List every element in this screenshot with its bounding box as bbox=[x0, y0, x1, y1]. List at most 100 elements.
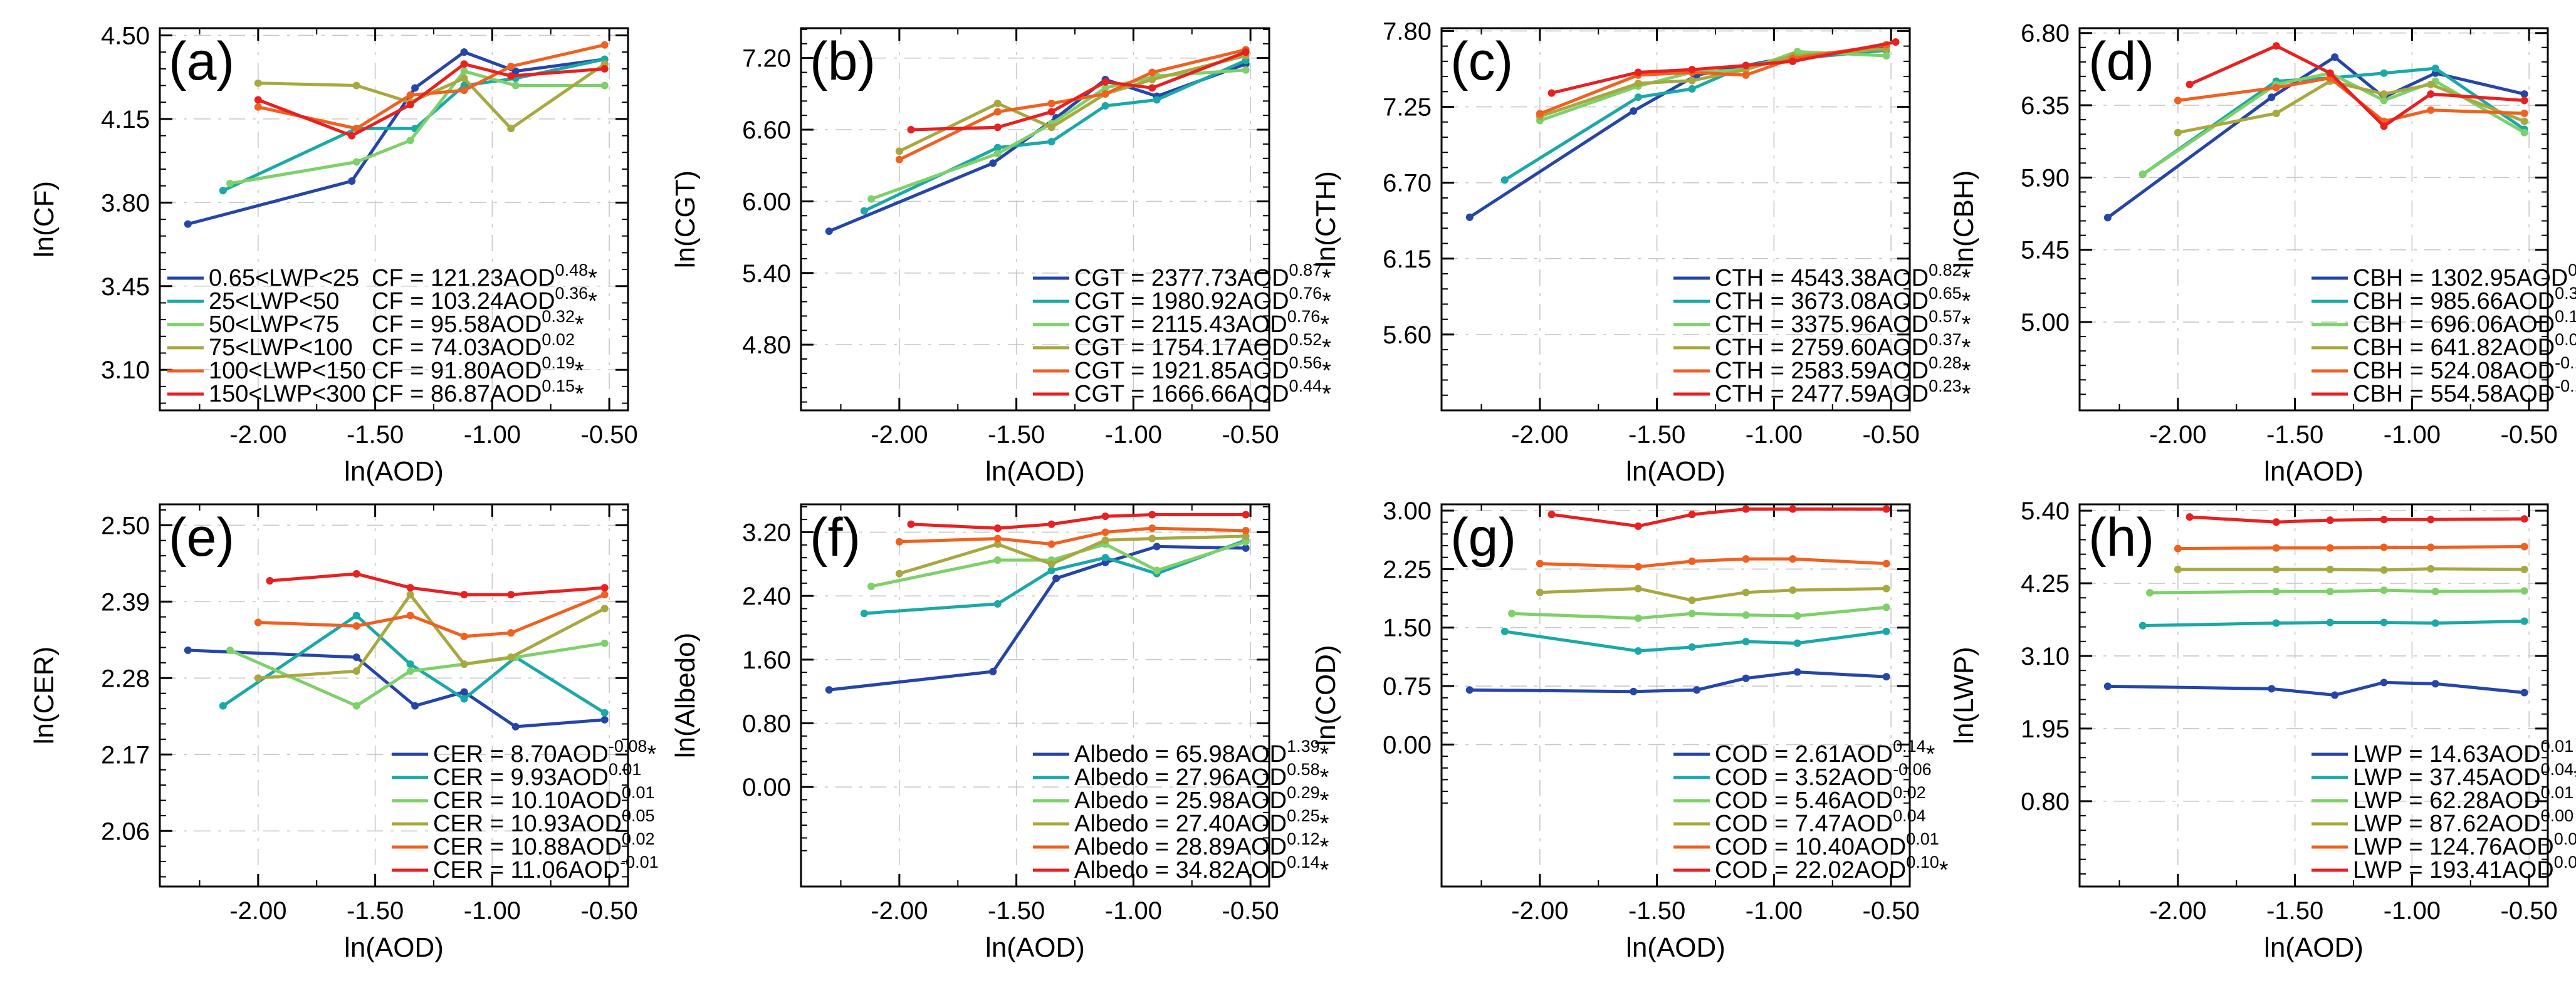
data-point bbox=[1536, 588, 1544, 596]
data-point bbox=[226, 646, 234, 654]
data-point bbox=[907, 520, 915, 528]
data-point bbox=[411, 702, 419, 710]
data-point bbox=[2272, 544, 2280, 552]
y-axis-title: ln(CBH) bbox=[1949, 170, 1979, 268]
series-line bbox=[899, 534, 1246, 575]
panel-d: -2.00 -1.50 -1.00 -0.50 5.00 5.45 5.90 6.35 6.80… bbox=[1949, 20, 2576, 487]
data-point bbox=[411, 84, 419, 92]
series-line bbox=[2177, 545, 2525, 551]
legend-equation: LWP = 37.45AOD0.04* bbox=[2353, 760, 2576, 791]
data-point bbox=[507, 72, 515, 80]
y-tick-label: 7.80 bbox=[1383, 18, 1432, 45]
legend-equation: CTH = 3673.08AOD0.65* bbox=[1715, 284, 1971, 315]
data-point bbox=[2331, 691, 2339, 699]
data-point bbox=[1742, 588, 1750, 596]
panel-label: (a) bbox=[169, 31, 234, 91]
data-point bbox=[2427, 564, 2435, 573]
y-tick-label: 4.80 bbox=[742, 331, 791, 359]
x-axis-title: ln(AOD) bbox=[985, 932, 1085, 963]
x-tick-label: -1.50 bbox=[1628, 897, 1685, 925]
x-tick-label: -1.50 bbox=[2266, 897, 2323, 925]
data-point bbox=[1882, 603, 1890, 611]
x-axis-title: ln(AOD) bbox=[2264, 932, 2364, 963]
data-point bbox=[352, 622, 360, 630]
series-line bbox=[2107, 680, 2525, 697]
series-line bbox=[898, 54, 1247, 153]
legend-equation: CF = 121.23AOD0.48* bbox=[372, 261, 597, 291]
legend-equation: CF = 95.58AOD0.32* bbox=[372, 307, 584, 338]
data-point bbox=[1242, 526, 1250, 534]
legend-equation: CBH = 524.08AOD-0.10 bbox=[2353, 353, 2576, 384]
data-point bbox=[1148, 84, 1156, 92]
x-tick-label: -0.50 bbox=[1222, 897, 1279, 925]
data-point bbox=[2431, 65, 2439, 73]
y-tick-label: 7.25 bbox=[1383, 94, 1432, 122]
data-point bbox=[254, 79, 262, 87]
data-point bbox=[1882, 559, 1890, 568]
series-line bbox=[871, 68, 1246, 200]
y-tick-label: 1.60 bbox=[742, 647, 791, 674]
data-point bbox=[1242, 538, 1250, 546]
legend-equation: CTH = 2759.60AOD0.37* bbox=[1715, 330, 1971, 361]
data-point bbox=[1742, 611, 1750, 619]
y-tick-label: 3.80 bbox=[101, 189, 150, 217]
y-tick-label: 4.15 bbox=[101, 106, 150, 133]
data-point bbox=[406, 91, 414, 99]
x-tick-label: -1.50 bbox=[347, 421, 404, 449]
data-point bbox=[2520, 689, 2528, 697]
series-line bbox=[258, 63, 606, 130]
legend-equation: CER = 9.93AOD0.01 bbox=[433, 760, 641, 791]
data-point bbox=[219, 702, 227, 710]
panel-label: (h) bbox=[2088, 507, 2154, 568]
data-point bbox=[219, 187, 227, 195]
data-point bbox=[2427, 543, 2435, 551]
data-point bbox=[2103, 214, 2112, 222]
x-tick-label: -2.00 bbox=[2149, 421, 2206, 449]
data-point bbox=[2520, 565, 2528, 573]
data-point bbox=[993, 556, 1002, 564]
data-point bbox=[993, 600, 1002, 608]
data-point bbox=[507, 591, 515, 599]
data-point bbox=[1500, 627, 1509, 635]
data-point bbox=[226, 179, 234, 187]
data-point bbox=[1882, 52, 1890, 60]
panel-label: (c) bbox=[1450, 31, 1513, 91]
y-tick-label: 6.70 bbox=[1383, 170, 1432, 197]
data-point bbox=[1688, 76, 1696, 85]
plot-frame bbox=[1440, 27, 1911, 412]
data-point bbox=[2520, 587, 2528, 595]
data-point bbox=[600, 709, 609, 717]
y-tick-label: 5.40 bbox=[2021, 497, 2070, 525]
x-tick-label: -1.50 bbox=[988, 897, 1045, 925]
y-tick-label: 0.00 bbox=[1383, 731, 1432, 759]
data-point bbox=[600, 65, 609, 73]
data-point bbox=[2431, 680, 2439, 688]
panel-f: -2.00 -1.50 -1.00 -0.50 0.00 0.80 1.60 2.40 3.20… bbox=[670, 503, 1329, 963]
x-tick-label: -0.50 bbox=[2501, 897, 2558, 925]
y-tick-label: 4.50 bbox=[101, 22, 150, 49]
x-tick-label: -1.00 bbox=[464, 421, 521, 449]
data-point bbox=[989, 159, 997, 167]
data-point bbox=[1789, 555, 1797, 563]
series-line bbox=[1551, 507, 1887, 528]
data-point bbox=[2427, 90, 2435, 98]
data-point bbox=[184, 220, 192, 228]
x-tick-label: -2.00 bbox=[229, 897, 286, 925]
data-point bbox=[254, 618, 262, 627]
data-point bbox=[1536, 110, 1544, 118]
data-point bbox=[860, 207, 868, 215]
series-line bbox=[2177, 80, 2525, 135]
data-point bbox=[1793, 668, 1801, 676]
y-tick-label: 5.00 bbox=[2021, 309, 2070, 336]
data-point bbox=[2146, 589, 2154, 597]
panel-e: -2.00 -1.50 -1.00 -0.50 2.06 2.17 2.28 2.39 2.50… bbox=[29, 503, 659, 963]
x-tick-label: -0.50 bbox=[1863, 897, 1920, 925]
data-point bbox=[1892, 38, 1900, 46]
x-axis-title: ln(AOD) bbox=[985, 456, 1085, 487]
series-line bbox=[222, 613, 605, 714]
data-point bbox=[254, 103, 262, 111]
panel-label: (b) bbox=[810, 31, 876, 91]
series-line bbox=[1551, 40, 1897, 95]
y-tick-label: 5.45 bbox=[2021, 237, 2070, 264]
data-point bbox=[1148, 75, 1156, 83]
